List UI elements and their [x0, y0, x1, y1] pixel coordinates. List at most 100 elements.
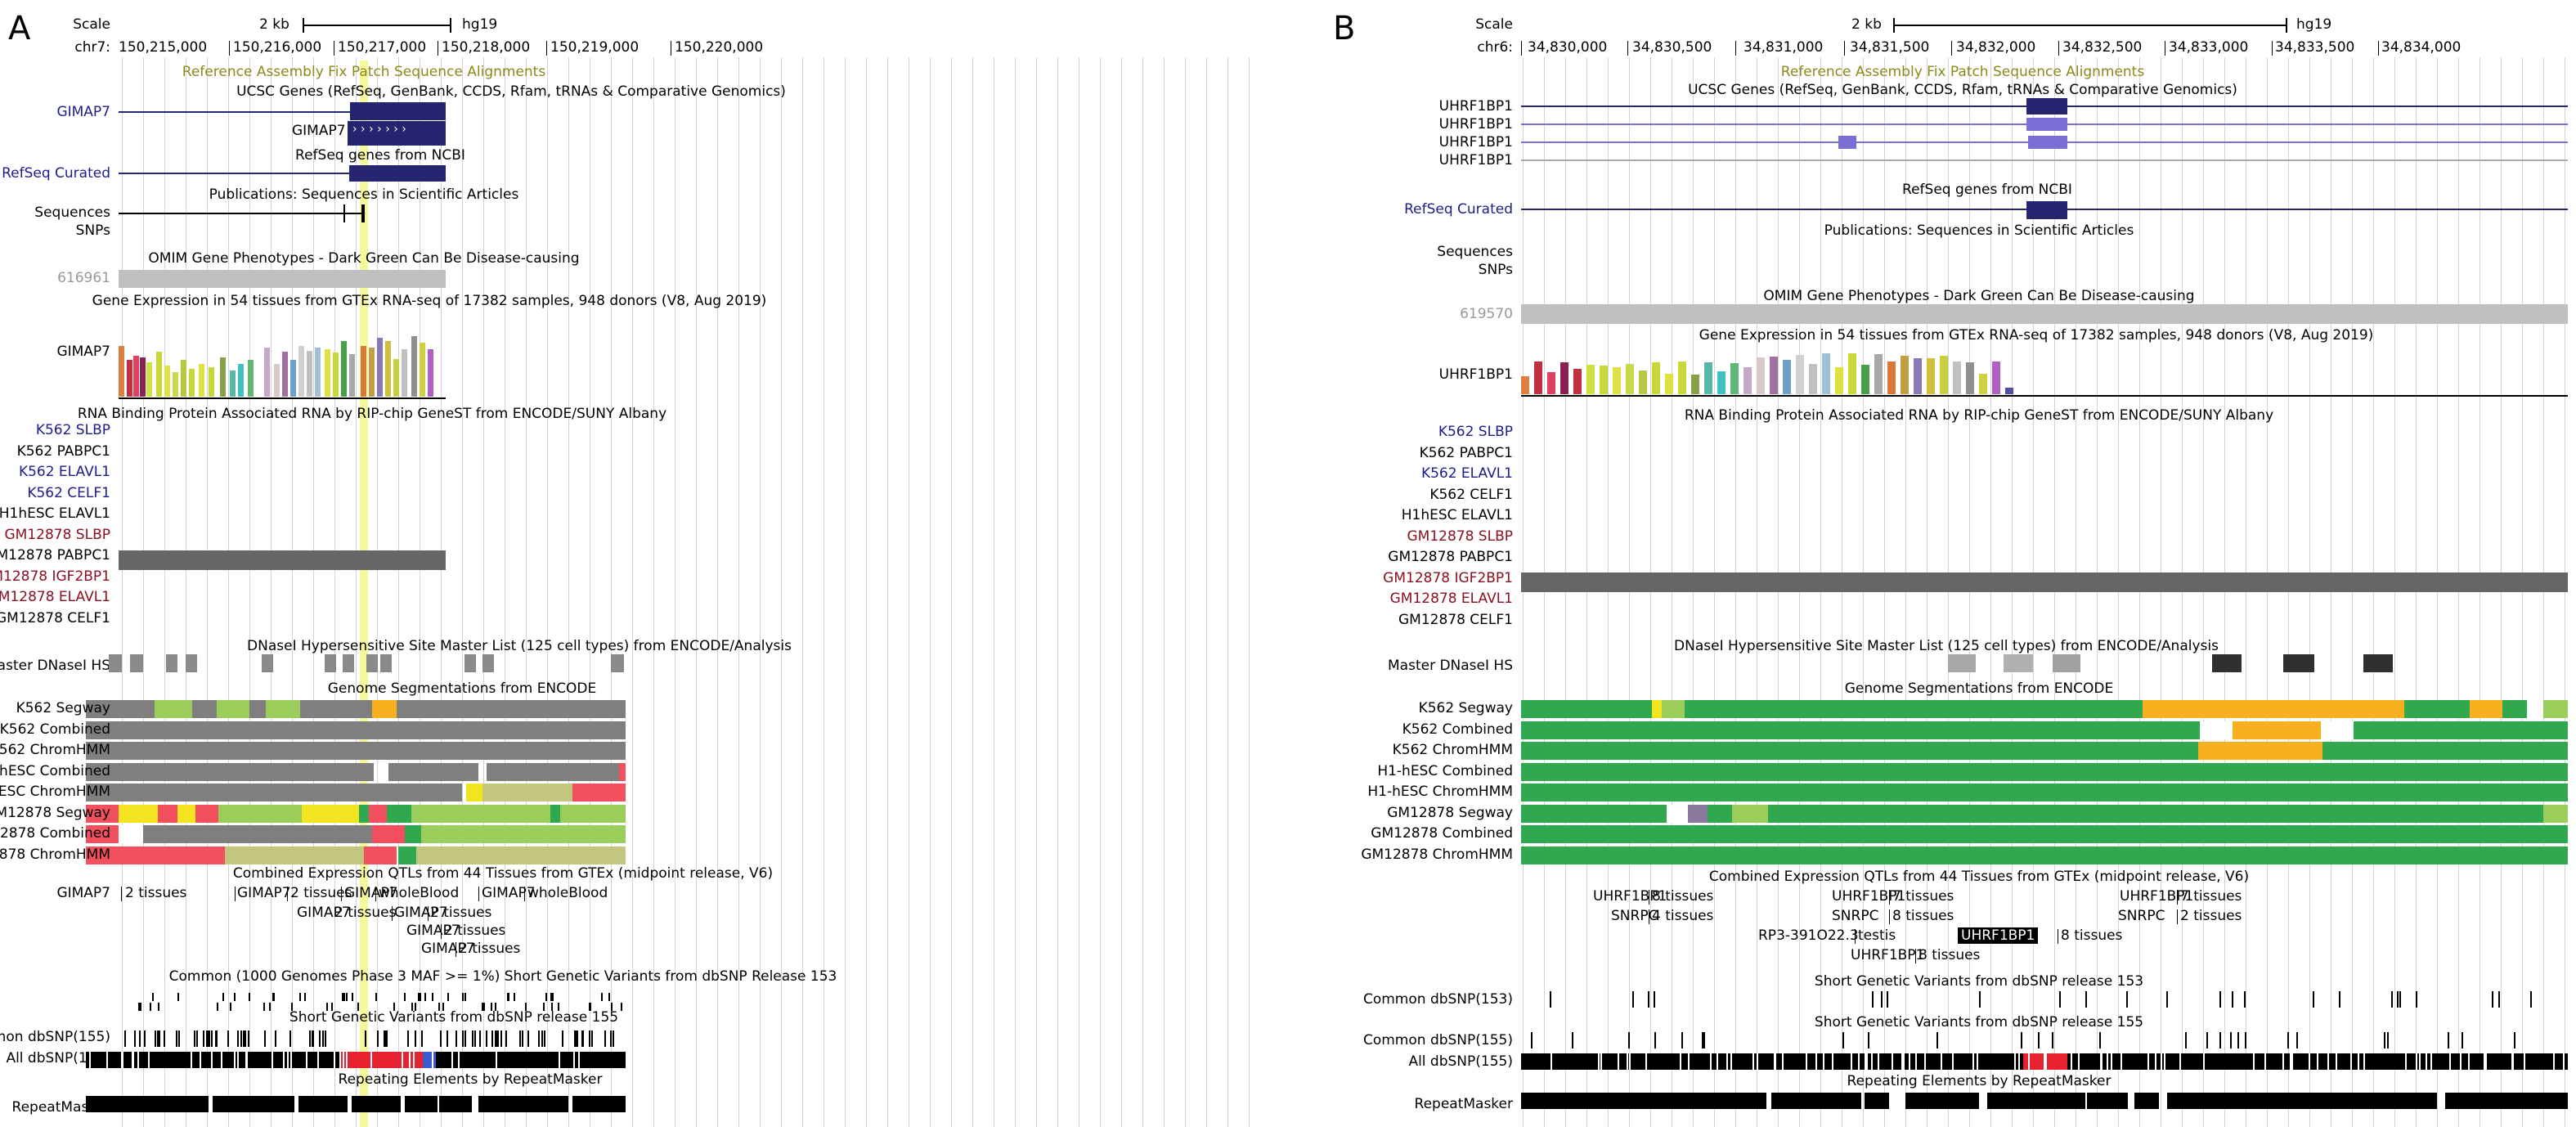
dnase-site[interactable]: [611, 654, 624, 672]
gene-exon[interactable]: [2026, 118, 2067, 131]
snp-mark[interactable]: [1648, 991, 1649, 1008]
gtex-bar[interactable]: [189, 369, 195, 397]
snp-mark[interactable]: [312, 1030, 314, 1047]
snp-mark[interactable]: [1572, 1032, 1573, 1048]
gtex-bar[interactable]: [1626, 364, 1634, 394]
snp-mark[interactable]: [352, 993, 353, 1001]
snp-mark[interactable]: [2038, 1032, 2040, 1048]
segment-block[interactable]: [266, 700, 300, 718]
snp-mark[interactable]: [2416, 991, 2417, 1008]
snp-mark[interactable]: [158, 1003, 159, 1011]
snp-mark[interactable]: [589, 1030, 590, 1047]
gtex-bar[interactable]: [119, 346, 124, 397]
snp-mark[interactable]: [2514, 1032, 2515, 1048]
segment-block[interactable]: [550, 804, 560, 823]
track-title-rbp[interactable]: RNA Binding Protein Associated RNA by RI…: [1684, 407, 2274, 424]
snp-mark[interactable]: [243, 1030, 245, 1047]
segment-block[interactable]: [86, 825, 119, 843]
segment-block[interactable]: [1521, 846, 2568, 864]
snp-mark[interactable]: [1979, 991, 1981, 1008]
snp-mark[interactable]: [497, 1030, 499, 1047]
dnase-site[interactable]: [166, 654, 177, 672]
gene-exon[interactable]: [350, 102, 446, 120]
snp-mark[interactable]: [2126, 991, 2128, 1008]
snp-mark[interactable]: [447, 993, 449, 1001]
gtex-bar[interactable]: [393, 359, 399, 397]
dnase-site[interactable]: [482, 654, 494, 672]
segment-block[interactable]: [609, 804, 626, 823]
snp-mark[interactable]: [164, 1030, 165, 1047]
snp-mark[interactable]: [2339, 991, 2340, 1008]
snp-mark[interactable]: [483, 1003, 485, 1011]
snp-mark[interactable]: [1881, 991, 1883, 1008]
segmentation-track-label[interactable]: K562 Combined: [0, 721, 110, 738]
snp-mark[interactable]: [420, 993, 421, 1001]
sequences-label[interactable]: Sequences: [1437, 244, 1513, 260]
gtex-bar[interactable]: [2005, 388, 2013, 394]
snp-mark[interactable]: [462, 993, 464, 1001]
segment-block[interactable]: [86, 721, 626, 739]
omim-bar[interactable]: [1521, 304, 2568, 324]
segmentation-track-label[interactable]: GM12878 Segway: [1387, 804, 1513, 821]
dnase-site[interactable]: [262, 654, 273, 672]
snp-mark[interactable]: [304, 993, 306, 1001]
segmentation-track-label[interactable]: GM12878 ChromHMM: [0, 846, 110, 863]
snp-mark[interactable]: [519, 1030, 521, 1047]
snp-cluster[interactable]: [341, 1052, 423, 1068]
snp-mark[interactable]: [289, 1030, 291, 1047]
snp-mark[interactable]: [275, 1030, 276, 1047]
snp-mark[interactable]: [263, 1003, 265, 1011]
snp-mark[interactable]: [249, 993, 250, 1001]
dnase-site[interactable]: [2053, 654, 2080, 672]
snp-mark[interactable]: [365, 1030, 366, 1047]
snp-mark[interactable]: [404, 993, 406, 1001]
segment-block[interactable]: [2404, 700, 2470, 718]
snp-mark[interactable]: [230, 1003, 231, 1011]
gtex-bar[interactable]: [1927, 358, 1935, 394]
segment-block[interactable]: [572, 784, 626, 801]
segment-block[interactable]: [388, 762, 478, 781]
snp-mark[interactable]: [621, 1003, 622, 1011]
gtex-bar[interactable]: [385, 341, 391, 397]
dnase-site[interactable]: [130, 654, 143, 672]
rbp-track-label[interactable]: K562 SLBP: [35, 422, 110, 438]
segment-block[interactable]: [359, 804, 369, 823]
snp-mark[interactable]: [2230, 1032, 2232, 1048]
snp-mark[interactable]: [134, 1030, 136, 1047]
dnase-site[interactable]: [464, 654, 476, 672]
segmentation-track-label[interactable]: K562 ChromHMM: [0, 742, 110, 758]
segment-block[interactable]: [518, 804, 550, 823]
segment-block[interactable]: [86, 742, 626, 760]
segment-block[interactable]: [177, 804, 195, 823]
segment-block[interactable]: [302, 804, 359, 823]
rbp-track-label[interactable]: GM12878 PABPC1: [1388, 549, 1513, 565]
snp-mark[interactable]: [581, 1030, 583, 1047]
snp-mark[interactable]: [2287, 1032, 2289, 1048]
segment-block[interactable]: [405, 825, 421, 843]
snp-mark[interactable]: [2206, 1032, 2208, 1048]
segment-block[interactable]: [560, 804, 609, 823]
segment-block[interactable]: [1667, 804, 1688, 823]
gtex-bar[interactable]: [1730, 363, 1739, 394]
snp-mark[interactable]: [613, 1030, 614, 1047]
rbp-track-label[interactable]: GM12878 PABPC1: [0, 547, 110, 564]
gene-label[interactable]: UHRF1BP1: [1438, 152, 1513, 168]
segment-block[interactable]: [2198, 742, 2322, 760]
gene-exon[interactable]: [2028, 136, 2067, 149]
rbp-track-label[interactable]: H1hESC ELAVL1: [0, 505, 110, 522]
snp-mark[interactable]: [551, 1003, 553, 1011]
snp-mark[interactable]: [322, 1030, 324, 1047]
snp-mark[interactable]: [421, 1030, 423, 1047]
segment-block[interactable]: [411, 804, 460, 823]
gtex-bar[interactable]: [127, 360, 132, 397]
segment-block[interactable]: [1521, 700, 1652, 718]
segment-block[interactable]: [482, 784, 572, 801]
gtex-bar[interactable]: [333, 352, 339, 397]
snp-mark[interactable]: [2244, 991, 2246, 1008]
gtex-bar[interactable]: [220, 357, 226, 397]
segment-block[interactable]: [487, 762, 626, 781]
segmentation-track-label[interactable]: GM12878 Combined: [1371, 825, 1513, 842]
snp-mark[interactable]: [577, 1030, 578, 1047]
gtex-bar[interactable]: [1613, 367, 1621, 394]
gene-label[interactable]: UHRF1BP1: [1438, 116, 1513, 132]
